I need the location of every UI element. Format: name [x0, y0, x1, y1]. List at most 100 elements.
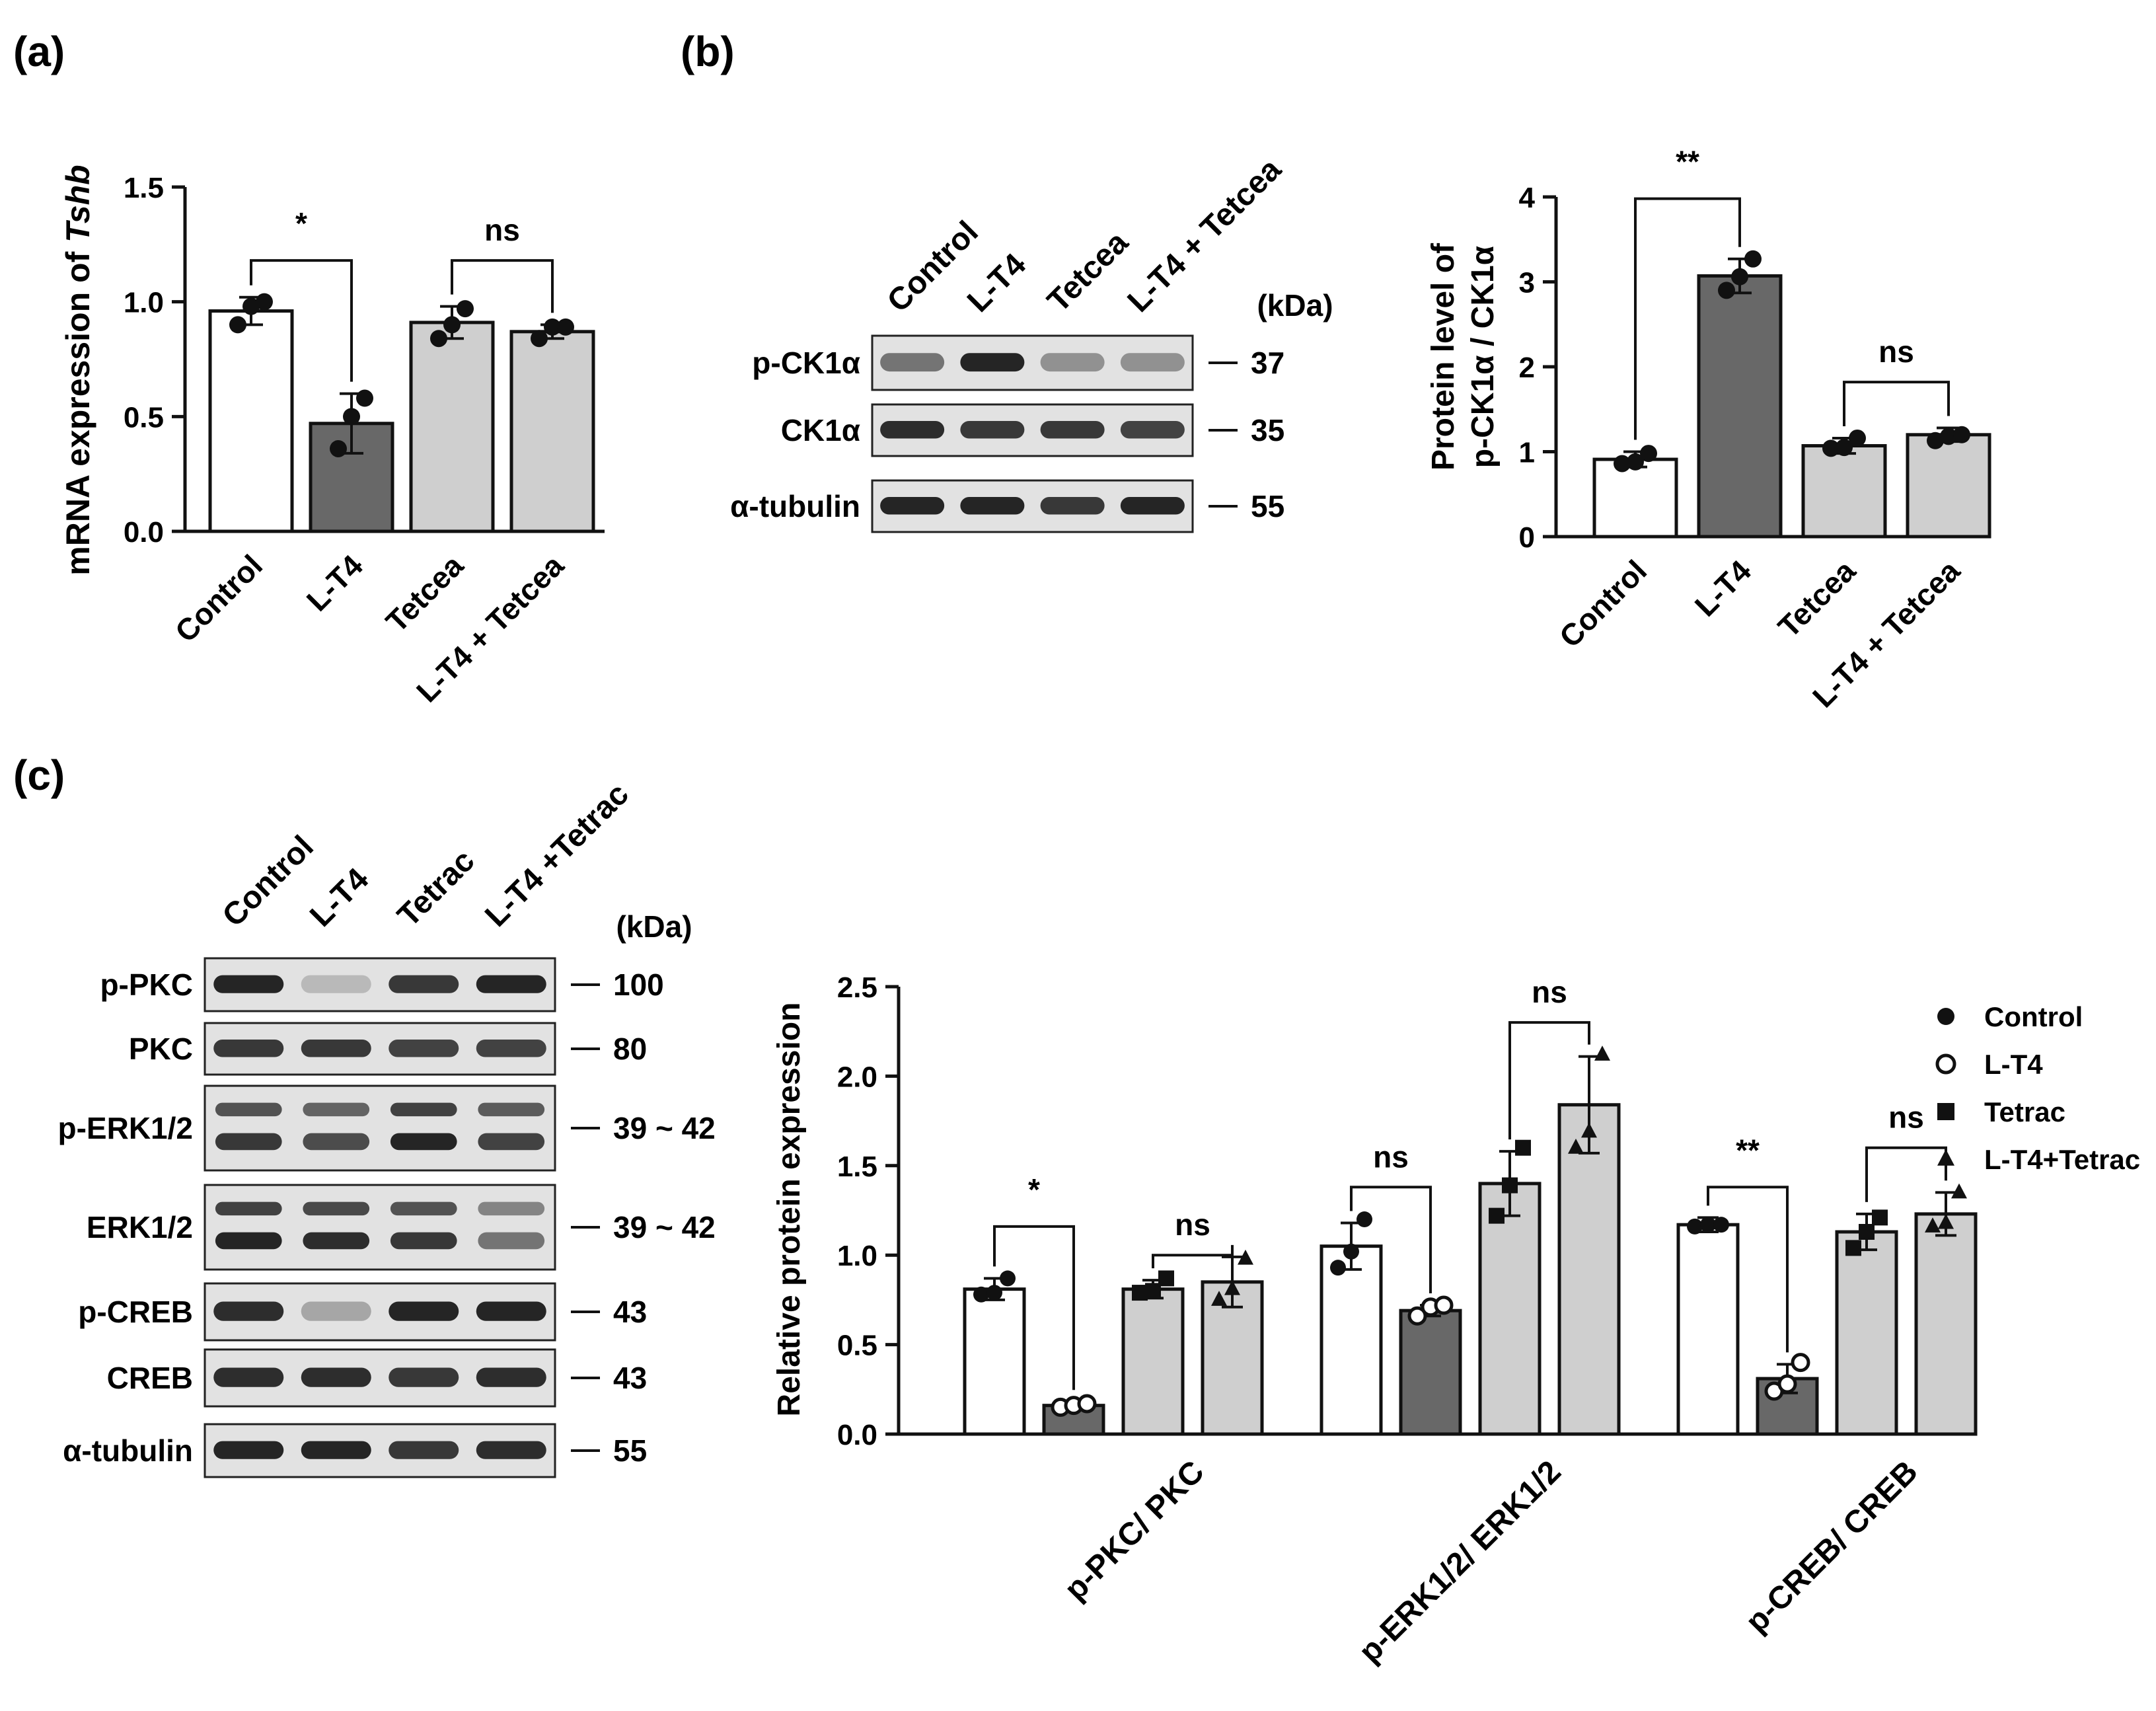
data-point: [1822, 439, 1840, 457]
data-point: [1407, 1306, 1427, 1326]
data-point: [1872, 1209, 1888, 1226]
bar: [1835, 1230, 1898, 1436]
significance-label: *: [1028, 1172, 1040, 1207]
data-point: [1700, 1217, 1716, 1233]
data-point: [1489, 1207, 1505, 1224]
blot-band: [303, 1232, 370, 1250]
legend-label: Control: [1984, 1001, 2083, 1032]
blot-band: [390, 1133, 457, 1151]
bar: [1557, 1103, 1621, 1436]
data-point: [1791, 1353, 1810, 1373]
blot-lane-label: L-T4: [961, 247, 1033, 319]
y-tick-label: 1: [1519, 437, 1535, 469]
y-tick-label: 1.0: [837, 1240, 877, 1272]
data-point: [256, 293, 273, 311]
y-tick-label: 2: [1519, 352, 1535, 384]
blot-row-label: p-CREB: [78, 1295, 193, 1329]
blot-band: [303, 1201, 370, 1216]
data-point: [1434, 1295, 1454, 1315]
significance-bracket: [1843, 381, 1950, 426]
blot-lane-label: Tetcea: [1041, 225, 1135, 319]
data-point: [1731, 268, 1748, 285]
blot-band: [301, 1367, 371, 1387]
blot-band: [1120, 420, 1185, 439]
y-tick-label: 4: [1519, 182, 1536, 214]
significance-bracket: [250, 259, 353, 382]
significance-bracket: [451, 259, 554, 313]
y-tick-label: 1.5: [124, 172, 164, 204]
blot-band: [303, 1102, 370, 1117]
data-point: [457, 300, 474, 318]
data-point: [229, 316, 246, 334]
blot-band: [960, 353, 1025, 372]
data-point: [1836, 439, 1853, 457]
x-tick-label: Tetcea: [379, 548, 470, 639]
y-axis-title: mRNA expression of Tshb: [59, 165, 96, 575]
chart-c: 0.0 0.5 1.0 1.5 2.0 2.5 Relative protein expre…: [772, 971, 2140, 1669]
blot-band: [478, 1133, 545, 1151]
data-point: [1502, 1177, 1518, 1194]
legend-marker: [1937, 1008, 1954, 1025]
significance-label: ns: [1175, 1207, 1210, 1242]
data-point: [1224, 1279, 1240, 1295]
y-tick-label: 3: [1519, 267, 1535, 299]
blot-band: [303, 1133, 370, 1151]
blot-band: [390, 1232, 457, 1250]
blot-band: [213, 975, 284, 993]
bar: [1320, 1244, 1383, 1436]
significance-label: ns: [1373, 1139, 1409, 1174]
y-tick-label: 0.5: [124, 401, 164, 434]
blot-band: [390, 1102, 457, 1117]
bar: [1697, 274, 1783, 539]
blot-band: [213, 1367, 284, 1387]
data-point: [531, 330, 548, 348]
legend-marker: [1937, 1103, 1954, 1120]
blot-band: [1040, 353, 1105, 372]
blot-band: [389, 1039, 459, 1057]
y-tick-label: 0: [1519, 521, 1535, 554]
x-tick-label: L-T4: [1688, 553, 1758, 623]
blot-row-label: p-CK1α: [752, 346, 860, 380]
x-tick-label: p-PKC/ PKC: [1058, 1454, 1211, 1607]
blot-band: [389, 1301, 459, 1321]
data-point: [356, 389, 373, 407]
blot-band: [1120, 353, 1185, 372]
data-point: [986, 1285, 1002, 1301]
data-point: [242, 297, 260, 315]
data-point: [1357, 1211, 1372, 1228]
blot-band: [301, 975, 371, 993]
blot-band: [215, 1232, 282, 1250]
bar: [1676, 1223, 1740, 1436]
blot-band: [1040, 496, 1105, 515]
panel-letter-a: (a): [13, 28, 65, 75]
y-axis-title-text: mRNA expression of: [59, 243, 96, 576]
blot-kda-unit: (kDa): [1257, 288, 1333, 323]
data-point: [1940, 428, 1957, 445]
data-point: [1238, 1249, 1253, 1265]
blot-row-label: p-PKC: [100, 968, 193, 1002]
y-axis-title-gene: Tshb: [59, 165, 96, 243]
data-point: [1211, 1291, 1227, 1306]
blot-band: [215, 1133, 282, 1151]
y-tick-label: 1.5: [837, 1151, 877, 1183]
data-point: [1744, 250, 1762, 268]
data-point: [1927, 432, 1944, 449]
y-tick-label: 2.0: [837, 1061, 877, 1093]
data-point: [1330, 1260, 1346, 1276]
blot-band: [880, 353, 945, 372]
blot-row-label: p-ERK1/2: [58, 1111, 193, 1145]
data-point: [1953, 426, 1970, 443]
bar: [409, 321, 495, 533]
y-tick-label: 1.0: [124, 287, 164, 319]
x-tick-label: p-CREB/ CREB: [1739, 1454, 1925, 1640]
blot-band: [476, 1301, 546, 1321]
y-tick-label: 0.5: [837, 1330, 877, 1362]
bar: [1592, 457, 1678, 539]
data-point: [343, 408, 360, 426]
blot-band: [478, 1201, 545, 1216]
data-point: [1158, 1270, 1174, 1287]
panel-letter-b: (b): [681, 28, 735, 75]
